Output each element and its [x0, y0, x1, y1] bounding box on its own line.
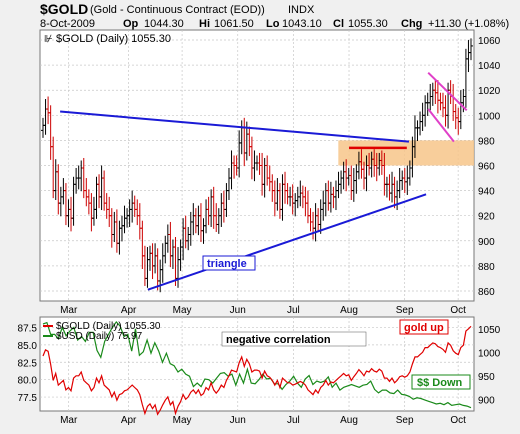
correlation-x-tick: May [173, 415, 192, 426]
flag-upper-line [427, 71, 468, 112]
flag-lower-line [427, 108, 455, 143]
op-value: 1044.30 [144, 18, 184, 30]
price-y-tick: 1020 [478, 86, 501, 97]
price-x-axis: Mar Apr May Jun Jul Aug Sep Oct [60, 305, 466, 316]
correlation-y-axes: 77.5 80.0 82.5 85.0 87.5 900 950 1000 1050 [18, 323, 501, 406]
gold-y-tick: 950 [478, 372, 495, 383]
price-y-tick: 1060 [478, 36, 501, 47]
gold-series-line [42, 325, 472, 416]
lo-label: Lo [266, 18, 280, 30]
correlation-x-tick: Sep [396, 415, 414, 426]
gold-y-tick: 1000 [478, 348, 501, 359]
price-y-tick: 900 [478, 237, 495, 248]
price-x-tick: Aug [340, 305, 358, 316]
usd-series-line [42, 320, 472, 409]
gold-y-tick: 900 [478, 395, 495, 406]
correlation-x-tick: Jun [230, 415, 246, 426]
price-y-axis: 860 880 900 920 940 960 980 1000 1020 1040 1060 [478, 36, 501, 298]
price-y-tick: 1040 [478, 61, 501, 72]
correlation-lines [42, 320, 472, 416]
negative-correlation-label: negative correlation [226, 334, 331, 346]
usd-down-box [411, 374, 471, 390]
usd-y-tick: 77.5 [18, 393, 38, 404]
price-y-tick: 980 [478, 136, 495, 147]
price-x-tick: Sep [396, 305, 414, 316]
gold-y-tick: 1050 [478, 325, 501, 336]
chart-exchange: INDX [288, 4, 315, 16]
price-overlays [60, 71, 468, 291]
correlation-x-tick: Mar [60, 415, 78, 426]
gold-legend: $GOLD (Daily) 1055.30 [56, 321, 161, 332]
price-x-tick: Oct [450, 305, 466, 316]
usd-legend: $USD (Daily) 75.97 [56, 331, 143, 342]
correlation-x-tick: Oct [450, 415, 466, 426]
price-x-tick: Apr [121, 305, 137, 316]
price-x-tick: May [173, 305, 192, 316]
correlation-x-tick: Jul [287, 415, 300, 426]
price-y-tick: 880 [478, 262, 495, 273]
cl-value: 1055.30 [348, 18, 388, 30]
price-bars [41, 38, 473, 293]
price-x-tick: Mar [60, 305, 78, 316]
usd-down-label: $$ Down [417, 377, 463, 389]
usd-y-tick: 80.0 [18, 376, 38, 387]
price-y-tick: 960 [478, 162, 495, 173]
correlation-x-tick: Aug [340, 415, 358, 426]
gold-up-box [399, 319, 449, 335]
gold-up-label: gold up [404, 322, 444, 334]
negative-correlation-box [221, 331, 367, 347]
lo-value: 1043.10 [282, 18, 322, 30]
usd-y-tick: 82.5 [18, 358, 38, 369]
price-y-tick: 1000 [478, 111, 501, 122]
price-y-tick: 940 [478, 187, 495, 198]
triangle-label-box [202, 255, 256, 271]
correlation-x-axis: Mar Apr May Jun Jul Aug Sep Oct [60, 415, 466, 426]
price-x-tick: Jul [287, 305, 300, 316]
chart-symbol: $GOLD [40, 1, 88, 17]
price-y-tick: 860 [478, 287, 495, 298]
triangle-upper-trendline [60, 110, 410, 143]
usd-y-tick: 85.0 [18, 341, 38, 352]
price-panel: 860 880 900 920 940 960 980 1000 1020 1040 1060 Ma… [39, 29, 501, 316]
hi-label: Hi [199, 18, 210, 30]
cl-label: Cl [333, 18, 344, 30]
triangle-label: triangle [207, 258, 247, 270]
price-bar [469, 38, 473, 61]
chg-value: +11.30 (+1.08%) [428, 18, 509, 30]
op-label: Op [123, 18, 139, 30]
chart-name: (Gold - Continuous Contract (EOD)) [90, 4, 265, 16]
price-x-tick: Jun [230, 305, 246, 316]
usd-y-tick: 87.5 [18, 323, 38, 334]
price-y-tick: 920 [478, 212, 495, 223]
correlation-x-tick: Apr [121, 415, 137, 426]
hi-value: 1061.50 [214, 18, 254, 30]
chg-label: Chg [401, 18, 422, 30]
triangle-lower-trendline [147, 193, 427, 291]
price-legend: $GOLD (Daily) 1055.30 [56, 33, 171, 45]
correlation-panel: 77.5 80.0 82.5 85.0 87.5 900 950 1000 1050 Mar Ap… [18, 316, 501, 426]
chart-date: 8-Oct-2009 [40, 18, 95, 30]
price-legend-icon: ⊮ [44, 34, 53, 45]
